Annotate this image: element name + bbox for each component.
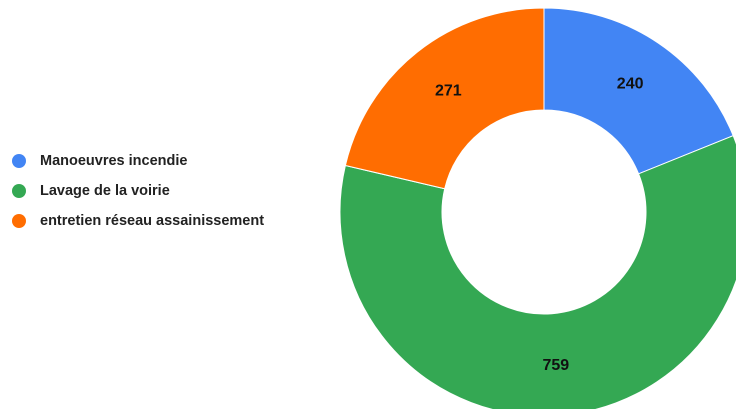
slice-lavage-voirie[interactable] <box>339 135 736 409</box>
slice-label-lavage-voirie: 759 <box>542 357 569 374</box>
slice-label-manoeuvres-incendie: 240 <box>617 76 644 93</box>
legend: Manoeuvres incendie Lavage de la voirie … <box>12 146 312 236</box>
legend-item-lavage-voirie[interactable]: Lavage de la voirie <box>12 176 312 206</box>
slice-entretien-assainissement[interactable] <box>344 7 545 190</box>
legend-label-lavage-voirie: Lavage de la voirie <box>40 183 170 199</box>
legend-item-entretien-assainissement[interactable]: entretien réseau assainissement <box>12 206 312 236</box>
legend-swatch-lavage-voirie <box>12 184 26 198</box>
legend-item-manoeuvres-incendie[interactable]: Manoeuvres incendie <box>12 146 312 176</box>
legend-label-manoeuvres-incendie: Manoeuvres incendie <box>40 153 188 169</box>
slice-manoeuvres-incendie[interactable] <box>543 7 734 175</box>
slice-label-entretien-assainissement: 271 <box>435 83 462 100</box>
legend-swatch-entretien-assainissement <box>12 214 26 228</box>
legend-swatch-manoeuvres-incendie <box>12 154 26 168</box>
legend-label-entretien-assainissement: entretien réseau assainissement <box>40 213 265 229</box>
